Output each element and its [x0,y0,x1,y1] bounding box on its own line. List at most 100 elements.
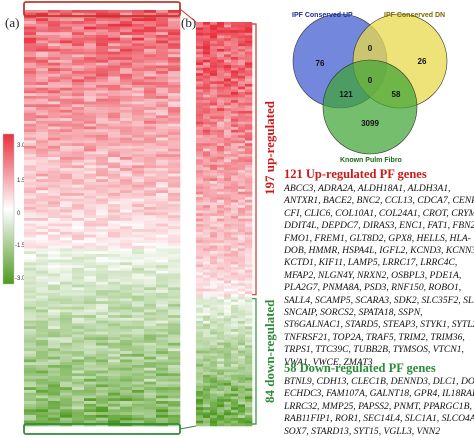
heatmap-b-cell [210,291,218,295]
heatmap-a-cell [36,151,49,155]
heatmap-b-cell [196,232,204,236]
heatmap-b-cell [245,269,253,273]
heatmap-a-cell [108,262,121,266]
heatmap-a-cell [96,98,109,102]
heatmap-b-cell [245,205,253,209]
heatmap-a-cell [60,140,73,144]
heatmap-b-cell [231,65,239,69]
heatmap-a-cell [72,112,85,116]
heatmap-b-cell [210,229,218,233]
heatmap-a-cell [72,126,85,130]
heatmap-b-cell [217,73,225,77]
heatmap-a-cell [36,353,49,357]
heatmap-a-cell [132,262,145,266]
heatmap-a-cell [132,104,145,108]
heatmap-a-cell [60,406,73,410]
heatmap-b-cell [224,302,232,306]
heatmap-a-cell [168,315,181,319]
heatmap-a-cell [84,306,97,310]
heatmap-b-cell [196,269,204,273]
heatmap-b-cell [231,175,239,179]
heatmap-b-cell [224,350,232,354]
heatmap-b-cell [238,326,246,330]
heatmap-a-cell [72,165,85,169]
heatmap-a-cell [108,248,121,252]
up-gene-line: ANTXR1, BACE2, BNC2, CCL13, CDCA7, CENPF… [284,195,474,207]
heatmap-a-cell [60,206,73,210]
heatmap-b-cell [238,180,246,184]
heatmap-a-cell [48,132,61,136]
color-key-tick: 1.5 [17,178,26,184]
heatmap-b-cell [196,275,204,279]
heatmap-b-cell [196,199,204,203]
heatmap-b-cell [203,102,211,106]
heatmap-b-cell [238,48,246,52]
heatmap-b-cell [203,350,211,354]
heatmap-b-cell [203,385,211,389]
heatmap-a-cell [60,342,73,346]
heatmap-a-cell [72,376,85,380]
heatmap-a-cell [120,93,133,97]
heatmap-a-cell [120,62,133,66]
heatmap-b-cell [245,417,253,421]
heatmap-a-cell [84,187,97,191]
heatmap-b-cell [224,248,232,252]
heatmap-b-cell [245,264,253,268]
heatmap-a-cell [168,107,181,111]
heatmap-a-cell [60,43,73,47]
heatmap-a-cell [168,331,181,335]
heatmap-a-cell [72,262,85,266]
heatmap-b-cell [224,256,232,260]
down-gene-line: RAB11FIP1, ROR1, SEC14L4, SLC1A1, SLCO4A… [284,413,474,425]
heatmap-b-cell [196,385,204,389]
heatmap-a-cell [120,387,133,391]
heatmap-a-cell [96,226,109,230]
heatmap-b-cell [210,245,218,249]
heatmap-a-cell [48,395,61,399]
heatmap-b-cell [245,342,253,346]
heatmap-a-cell [132,21,145,25]
heatmap-a-cell [132,76,145,80]
heatmap-a-cell [168,204,181,208]
heatmap-b-cell [217,272,225,276]
heatmap-a-cell [24,170,37,174]
heatmap-a-cell [108,93,121,97]
heatmap-a-cell [108,392,121,396]
heatmap-a-cell [36,417,49,421]
heatmap-a-cell [156,29,169,33]
heatmap-b-cell [238,302,246,306]
heatmap-b-cell [217,180,225,184]
heatmap-b-cell [231,275,239,279]
heatmap-a-cell [24,367,37,371]
heatmap-b-cell [203,199,211,203]
heatmap-b-cell [196,183,204,187]
heatmap-a-cell [36,345,49,349]
heatmap-a-cell [168,256,181,260]
heatmap-b-cell [245,315,253,319]
heatmap-b-cell [203,207,211,211]
heatmap-a-cell [84,353,97,357]
heatmap-b-cell [231,267,239,271]
heatmap-a-cell [168,240,181,244]
heatmap-b-cell [231,339,239,343]
heatmap-a-cell [84,48,97,52]
heatmap-a-cell [72,168,85,172]
heatmap-a-cell [144,259,157,263]
heatmap-b-cell [196,380,204,384]
heatmap-a-cell [144,137,157,141]
heatmap-b-cell [245,339,253,343]
heatmap-a-cell [36,229,49,233]
heatmap-b-cell [224,285,232,289]
heatmap-b-cell [224,294,232,298]
heatmap-a-cell [24,140,37,144]
heatmap-a-cell [84,351,97,355]
heatmap-b-cell [231,199,239,203]
heatmap-a-cell [60,23,73,27]
heatmap-a-cell [84,281,97,285]
venn-count-up-fibro: 121 [339,90,353,99]
heatmap-a-cell [144,62,157,66]
heatmap-b-cell [231,345,239,349]
heatmap-a-cell [60,15,73,19]
heatmap-a-cell [120,403,133,407]
